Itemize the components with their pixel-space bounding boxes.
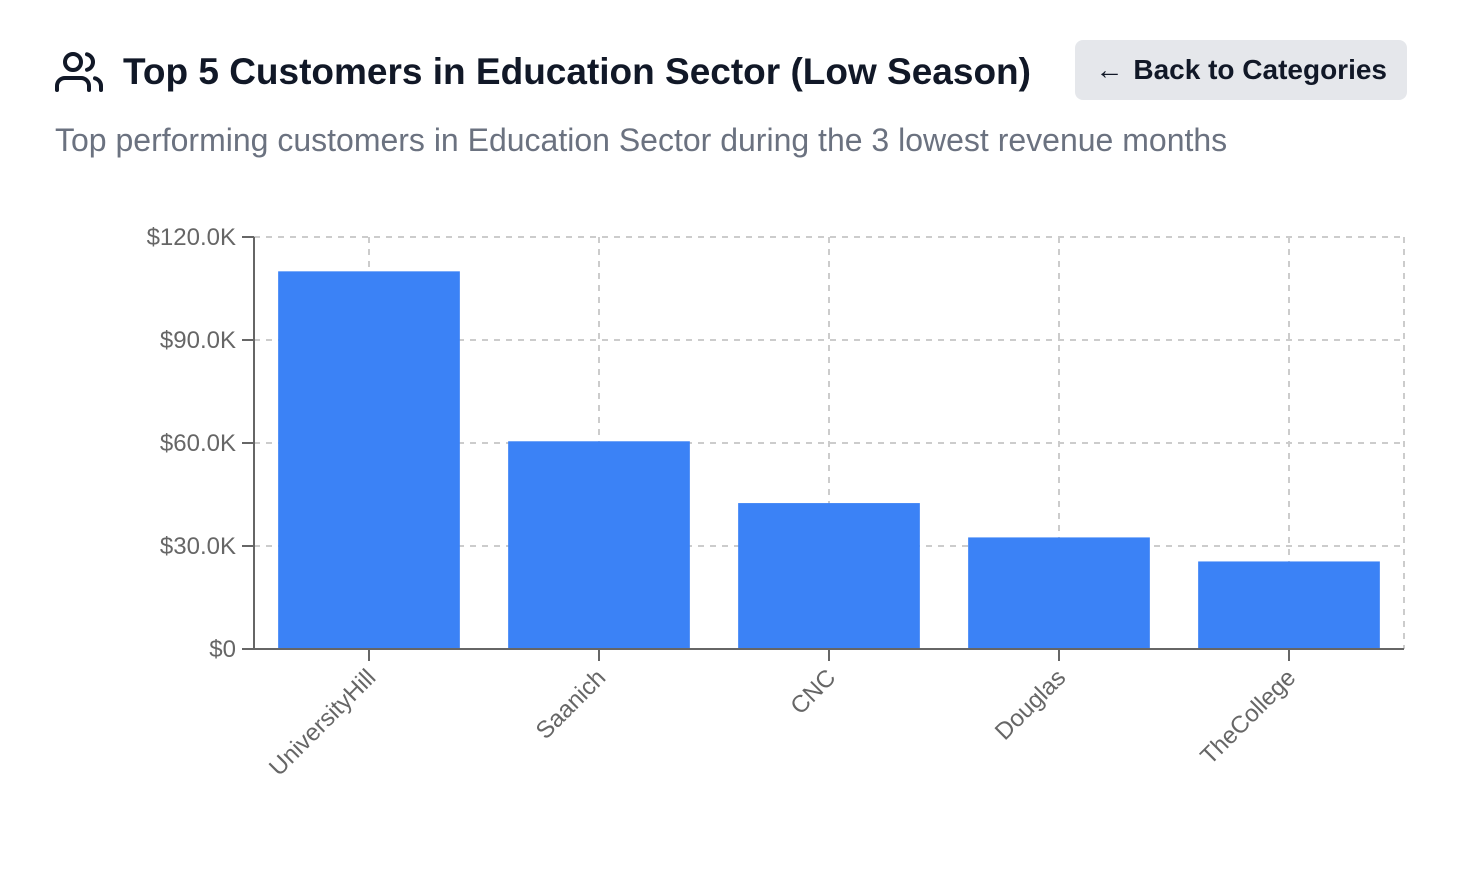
y-tick-label: $0 — [209, 636, 236, 663]
chart-header: Top 5 Customers in Education Sector (Low… — [55, 40, 1407, 100]
x-tick-label: Saanich — [531, 664, 611, 744]
x-tick-label: TheCollege — [1195, 664, 1301, 770]
page-title: Top 5 Customers in Education Sector (Low… — [123, 51, 1031, 92]
y-tick-label: $120.0K — [147, 224, 236, 251]
bar-thecollege — [1198, 561, 1380, 649]
back-to-categories-button[interactable]: ← Back to Categories — [1075, 40, 1407, 100]
x-tick-label: CNC — [785, 664, 841, 720]
title-group: Top 5 Customers in Education Sector (Low… — [55, 48, 1031, 96]
bar-douglas — [968, 537, 1150, 649]
x-tick-label: UniversityHill — [264, 664, 381, 781]
y-tick-label: $30.0K — [160, 533, 236, 560]
bar-universityhill — [278, 271, 460, 649]
left-arrow-icon: ← — [1095, 54, 1124, 85]
chart-subtitle: Top performing customers in Education Se… — [55, 122, 1228, 158]
back-button-label: Back to Categories — [1133, 54, 1387, 85]
users-icon — [55, 48, 103, 96]
y-tick-label: $60.0K — [160, 430, 236, 457]
bar-saanich — [508, 441, 690, 649]
bar-cnc — [738, 503, 920, 649]
y-tick-label: $90.0K — [160, 327, 236, 354]
x-tick-label: Douglas — [990, 664, 1071, 745]
